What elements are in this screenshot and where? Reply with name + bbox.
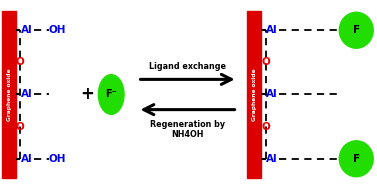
Text: Al: Al bbox=[267, 154, 278, 164]
Bar bbox=[2, 11, 16, 178]
Ellipse shape bbox=[339, 141, 373, 177]
Text: OH: OH bbox=[49, 154, 66, 164]
Text: F⁻: F⁻ bbox=[105, 90, 117, 99]
Text: O: O bbox=[16, 57, 25, 67]
Text: Al: Al bbox=[21, 90, 33, 99]
Ellipse shape bbox=[339, 12, 373, 48]
Text: Al: Al bbox=[21, 154, 33, 164]
Text: Graphene oxide: Graphene oxide bbox=[251, 68, 257, 121]
Text: F: F bbox=[353, 25, 360, 35]
Ellipse shape bbox=[98, 75, 124, 114]
Text: Regeneration by
NH4OH: Regeneration by NH4OH bbox=[150, 120, 225, 139]
Text: Ligand exchange: Ligand exchange bbox=[149, 62, 226, 71]
Bar bbox=[247, 11, 261, 178]
Text: Al: Al bbox=[21, 25, 33, 35]
Text: +: + bbox=[80, 85, 93, 104]
Text: Al: Al bbox=[267, 25, 278, 35]
Text: Al: Al bbox=[267, 90, 278, 99]
Text: O: O bbox=[261, 122, 270, 132]
Text: Graphene oxide: Graphene oxide bbox=[6, 68, 12, 121]
Text: OH: OH bbox=[49, 25, 66, 35]
Text: O: O bbox=[16, 122, 25, 132]
Text: O: O bbox=[261, 57, 270, 67]
Text: F: F bbox=[353, 154, 360, 164]
